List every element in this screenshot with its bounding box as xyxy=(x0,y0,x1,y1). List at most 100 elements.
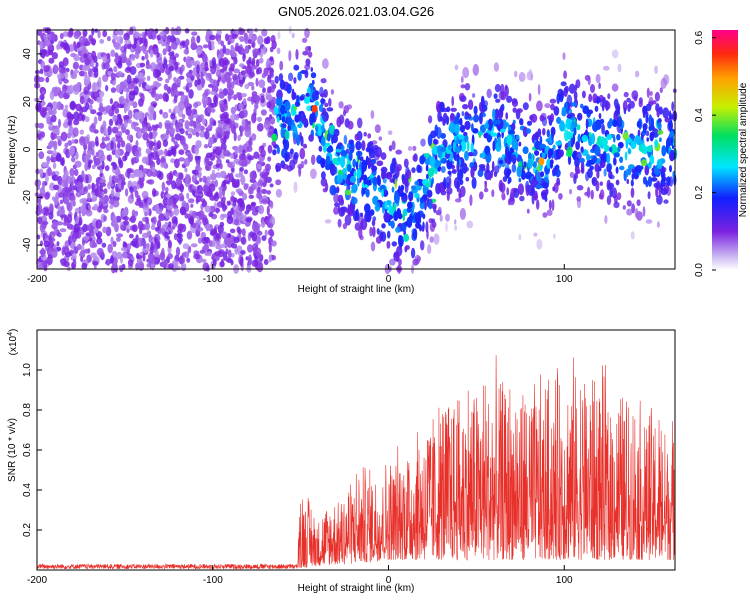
spectrogram-cell xyxy=(244,45,249,54)
spectrogram-x-tick-label: -100 xyxy=(203,274,223,285)
spectrogram-cell xyxy=(75,103,82,112)
spectrogram-cell xyxy=(257,116,262,123)
snr-scale-exponent: 4 xyxy=(7,332,14,336)
spectrogram-x-label: Height of straight line (km) xyxy=(298,284,415,295)
spectrogram-cell xyxy=(403,158,409,168)
spectrogram-cell xyxy=(111,126,119,134)
spectrogram-cell xyxy=(526,71,534,81)
spectrogram-cell xyxy=(605,100,609,112)
spectrogram-cell xyxy=(645,114,649,124)
spectrogram-cell xyxy=(287,124,292,132)
spectrogram-cell xyxy=(237,198,244,206)
spectrogram-cell xyxy=(156,157,161,166)
spectrogram-cell xyxy=(110,87,117,93)
spectrogram-cell xyxy=(218,91,225,99)
spectrogram-cell xyxy=(89,124,96,133)
spectrogram-cell xyxy=(206,176,211,184)
spectrogram-cell xyxy=(63,261,70,268)
spectrogram-cell xyxy=(486,134,492,143)
spectrogram-cell xyxy=(268,254,272,263)
spectrogram-cell xyxy=(473,114,480,123)
spectrogram-cell xyxy=(260,95,265,104)
spectrogram-cell xyxy=(162,62,168,69)
spectrogram-cell xyxy=(520,170,526,180)
spectrogram-cell xyxy=(193,120,197,129)
spectrogram-cell xyxy=(93,157,101,166)
spectrogram-cell xyxy=(100,126,104,134)
spectrogram-cell xyxy=(324,219,332,224)
spectrogram-cell xyxy=(658,190,662,197)
spectrogram-cell xyxy=(592,121,599,132)
spectrogram-cell xyxy=(634,70,640,78)
spectrogram-cell xyxy=(251,259,259,267)
spectrogram-cell xyxy=(429,236,434,243)
spectrogram-cell xyxy=(63,79,69,84)
spectrogram-cell xyxy=(545,188,549,195)
spectrogram-cell xyxy=(647,191,651,200)
spectrogram-cell xyxy=(612,119,618,127)
spectrogram-cell xyxy=(72,185,78,191)
spectrogram-cell xyxy=(219,103,224,110)
spectrogram-cell xyxy=(264,229,268,237)
spectrogram-cell xyxy=(391,186,395,193)
spectrogram-cell xyxy=(435,183,441,195)
spectrogram-cell xyxy=(220,40,225,47)
spectrogram-cell xyxy=(495,119,501,125)
spectrogram-cell xyxy=(131,121,137,130)
spectrogram-cell xyxy=(555,140,562,146)
spectrogram-cell xyxy=(130,215,136,224)
spectrogram-cell xyxy=(102,55,108,64)
spectrogram-cell xyxy=(135,50,140,60)
spectrogram-cell xyxy=(108,154,112,162)
spectrogram-cell xyxy=(344,214,352,226)
spectrogram-cell xyxy=(44,174,49,183)
spectrogram-cell xyxy=(73,139,79,144)
spectrogram-cell xyxy=(462,67,470,79)
spectrogram-cell xyxy=(84,57,91,66)
spectrogram-cell xyxy=(176,77,181,87)
spectrogram-cell xyxy=(71,233,78,243)
spectrogram-cell xyxy=(96,96,103,104)
spectrogram-cell xyxy=(315,125,319,133)
spectrogram-cell xyxy=(542,212,548,218)
spectrogram-cell xyxy=(233,68,241,74)
spectrogram-cell xyxy=(393,252,397,258)
spectrogram-cell xyxy=(99,179,107,184)
spectrogram-cell xyxy=(188,89,194,99)
spectrogram-cell xyxy=(463,131,468,137)
spectrogram-cell xyxy=(261,198,268,204)
spectrogram-cell xyxy=(221,187,226,197)
spectrogram-cell xyxy=(59,158,65,166)
spectrogram-cell xyxy=(134,31,140,39)
spectrogram-cell xyxy=(36,184,41,191)
spectrogram-cell xyxy=(120,140,126,148)
spectrogram-cell xyxy=(219,170,227,179)
spectrogram-cell xyxy=(257,35,264,46)
spectrogram-cell xyxy=(71,253,77,259)
spectrogram-cell xyxy=(154,82,162,88)
spectrogram-cell xyxy=(157,77,163,82)
spectrogram-cell xyxy=(337,218,342,228)
spectrogram-cell xyxy=(299,147,306,160)
spectrogram-cell xyxy=(424,199,427,211)
spectrogram-cell xyxy=(537,128,542,137)
spectrogram-cell xyxy=(326,107,334,112)
snr-panel: -200 -100 0 100 0.20.40.60.81.0 Height of s… xyxy=(7,329,676,594)
spectrogram-cell xyxy=(330,89,334,95)
spectrogram-peak xyxy=(403,233,410,242)
spectrogram-cell xyxy=(154,237,158,244)
spectrogram-cell xyxy=(484,180,487,190)
spectrogram-cell xyxy=(195,131,200,138)
spectrogram-cell xyxy=(53,184,59,191)
spectrogram-cell xyxy=(590,84,595,93)
spectrogram-cell xyxy=(636,199,641,206)
spectrogram-cell xyxy=(102,30,108,38)
spectrogram-cell xyxy=(576,124,581,131)
spectrogram-cell xyxy=(65,176,73,184)
spectrogram-cell xyxy=(538,175,542,184)
spectrogram-cell xyxy=(348,139,354,145)
spectrogram-cell xyxy=(477,169,484,177)
spectrogram-cell xyxy=(504,85,509,97)
spectrogram-cell xyxy=(152,103,157,108)
spectrogram-cell xyxy=(628,100,635,109)
